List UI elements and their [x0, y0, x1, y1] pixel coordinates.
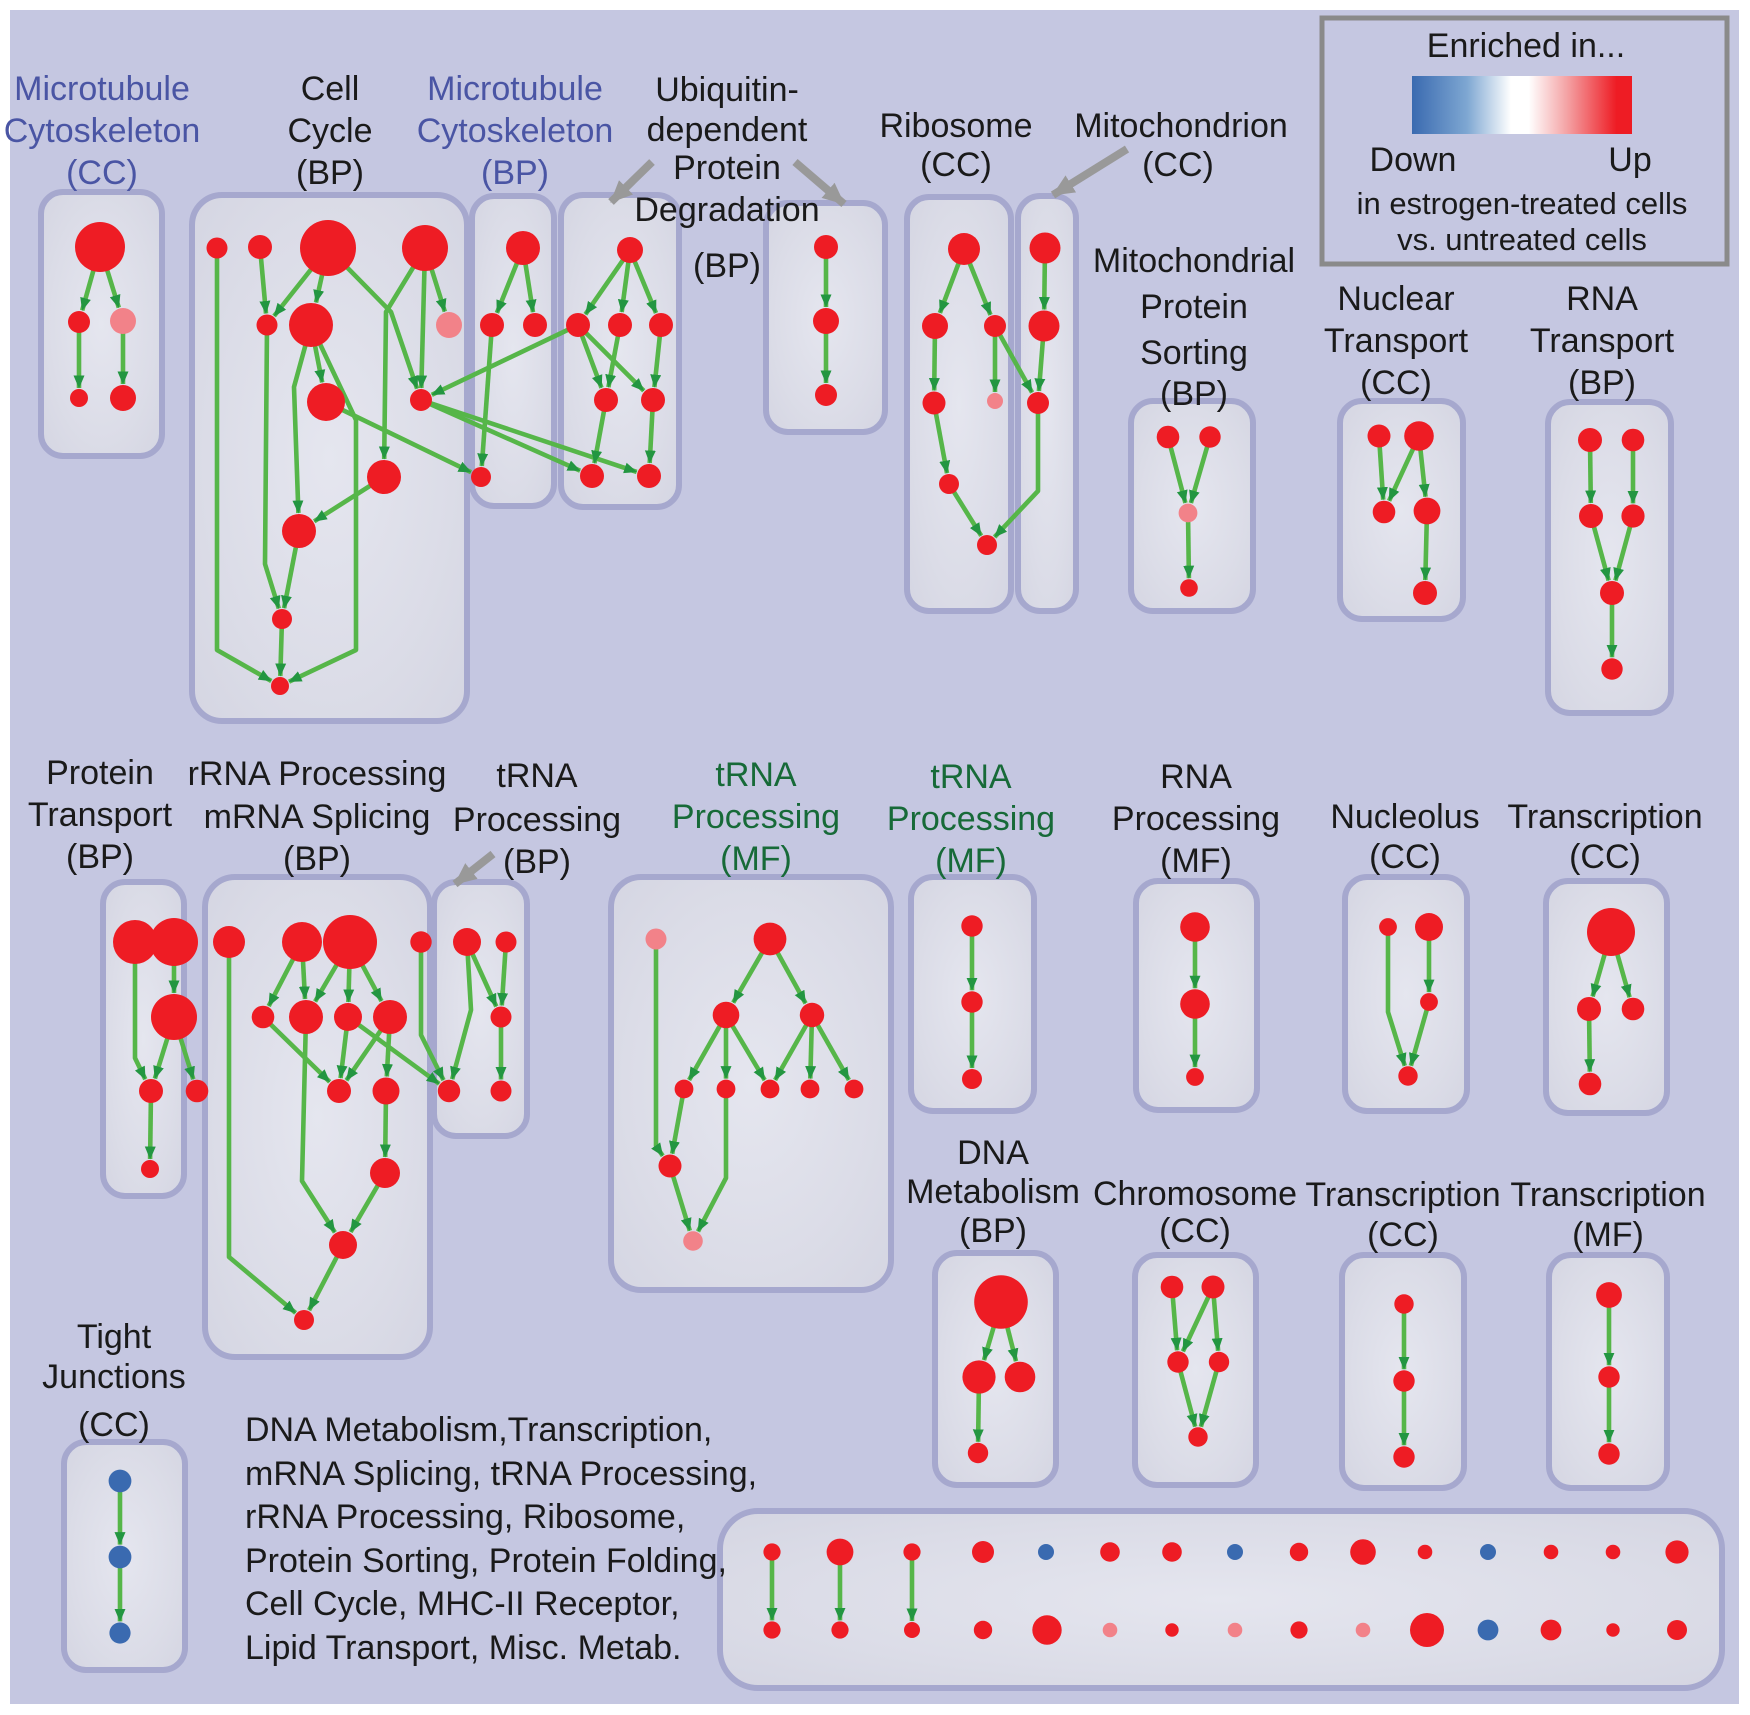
svg-text:Nuclear: Nuclear	[1337, 280, 1454, 318]
svg-text:Protein: Protein	[673, 149, 781, 187]
svg-text:Tight: Tight	[77, 1318, 152, 1356]
svg-text:DNA Metabolism,Transcription,: DNA Metabolism,Transcription,	[245, 1411, 712, 1449]
svg-text:DNA: DNA	[957, 1134, 1029, 1172]
svg-text:Cell: Cell	[301, 70, 360, 108]
svg-text:Transport: Transport	[1324, 322, 1469, 360]
svg-text:RNA: RNA	[1566, 280, 1638, 318]
svg-text:in estrogen-treated cells: in estrogen-treated cells	[1357, 186, 1688, 221]
svg-text:Ribosome: Ribosome	[879, 107, 1032, 145]
svg-text:Processing: Processing	[453, 801, 621, 839]
svg-text:RNA: RNA	[1160, 758, 1232, 796]
svg-text:Ubiquitin-: Ubiquitin-	[655, 71, 799, 109]
svg-text:Metabolism: Metabolism	[906, 1173, 1080, 1211]
svg-text:Protein: Protein	[46, 754, 154, 792]
svg-text:(CC): (CC)	[1360, 364, 1432, 402]
svg-text:(MF): (MF)	[1160, 842, 1232, 880]
svg-text:(MF): (MF)	[935, 842, 1007, 880]
svg-text:vs. untreated cells: vs. untreated cells	[1397, 222, 1647, 257]
svg-text:(CC): (CC)	[1142, 146, 1214, 184]
svg-text:(BP): (BP)	[503, 843, 571, 881]
svg-text:dependent: dependent	[647, 111, 808, 149]
svg-text:(CC): (CC)	[78, 1406, 150, 1444]
svg-text:(BP): (BP)	[1160, 375, 1228, 413]
svg-text:Mitochondrial: Mitochondrial	[1093, 242, 1295, 280]
svg-text:Enriched in...: Enriched in...	[1427, 27, 1625, 65]
svg-text:Transport: Transport	[1530, 322, 1675, 360]
svg-text:(CC): (CC)	[66, 154, 138, 192]
svg-text:(CC): (CC)	[1569, 838, 1641, 876]
svg-text:(BP): (BP)	[66, 838, 134, 876]
svg-text:Transport: Transport	[28, 796, 173, 834]
svg-text:(MF): (MF)	[720, 840, 792, 878]
svg-text:Processing: Processing	[887, 800, 1055, 838]
svg-text:(BP): (BP)	[296, 154, 364, 192]
svg-text:(CC): (CC)	[920, 146, 992, 184]
svg-text:Up: Up	[1608, 141, 1651, 179]
svg-text:(BP): (BP)	[693, 247, 761, 285]
svg-text:(CC): (CC)	[1367, 1216, 1439, 1254]
svg-text:(CC): (CC)	[1159, 1212, 1231, 1250]
svg-text:Microtubule: Microtubule	[427, 70, 603, 108]
svg-text:Cytoskeleton: Cytoskeleton	[4, 112, 201, 150]
svg-text:Protein: Protein	[1140, 288, 1248, 326]
svg-text:(BP): (BP)	[283, 840, 351, 878]
svg-text:mRNA Splicing, tRNA Processing: mRNA Splicing, tRNA Processing,	[245, 1455, 757, 1493]
svg-text:mRNA Splicing: mRNA Splicing	[204, 798, 431, 836]
svg-text:Microtubule: Microtubule	[14, 70, 190, 108]
svg-text:Protein Sorting, Protein Foldi: Protein Sorting, Protein Folding,	[245, 1542, 727, 1580]
svg-text:rRNA Processing, Ribosome,: rRNA Processing, Ribosome,	[245, 1498, 685, 1536]
svg-text:rRNA Processing: rRNA Processing	[188, 755, 447, 793]
svg-text:tRNA: tRNA	[715, 756, 797, 794]
svg-text:tRNA: tRNA	[496, 757, 578, 795]
svg-text:Transcription: Transcription	[1305, 1176, 1500, 1214]
svg-text:Transcription: Transcription	[1510, 1176, 1705, 1214]
svg-text:Sorting: Sorting	[1140, 334, 1248, 372]
svg-text:(BP): (BP)	[1568, 364, 1636, 402]
svg-text:Mitochondrion: Mitochondrion	[1074, 107, 1288, 145]
svg-text:Cell Cycle, MHC-II Receptor,: Cell Cycle, MHC-II Receptor,	[245, 1585, 680, 1623]
svg-text:Down: Down	[1370, 141, 1457, 179]
svg-text:Cytoskeleton: Cytoskeleton	[417, 112, 614, 150]
svg-text:Degradation: Degradation	[634, 191, 819, 229]
svg-text:Cycle: Cycle	[287, 112, 372, 150]
svg-text:Processing: Processing	[672, 798, 840, 836]
svg-text:Transcription: Transcription	[1507, 798, 1702, 836]
svg-text:(BP): (BP)	[959, 1212, 1027, 1250]
svg-text:(MF): (MF)	[1572, 1216, 1644, 1254]
svg-text:Nucleolus: Nucleolus	[1330, 798, 1479, 836]
svg-text:(BP): (BP)	[481, 154, 549, 192]
svg-text:(CC): (CC)	[1369, 838, 1441, 876]
svg-text:Processing: Processing	[1112, 800, 1280, 838]
svg-text:Junctions: Junctions	[42, 1358, 186, 1396]
svg-text:tRNA: tRNA	[930, 758, 1012, 796]
svg-text:Chromosome: Chromosome	[1093, 1175, 1297, 1213]
svg-text:Lipid Transport, Misc. Metab.: Lipid Transport, Misc. Metab.	[245, 1629, 682, 1667]
